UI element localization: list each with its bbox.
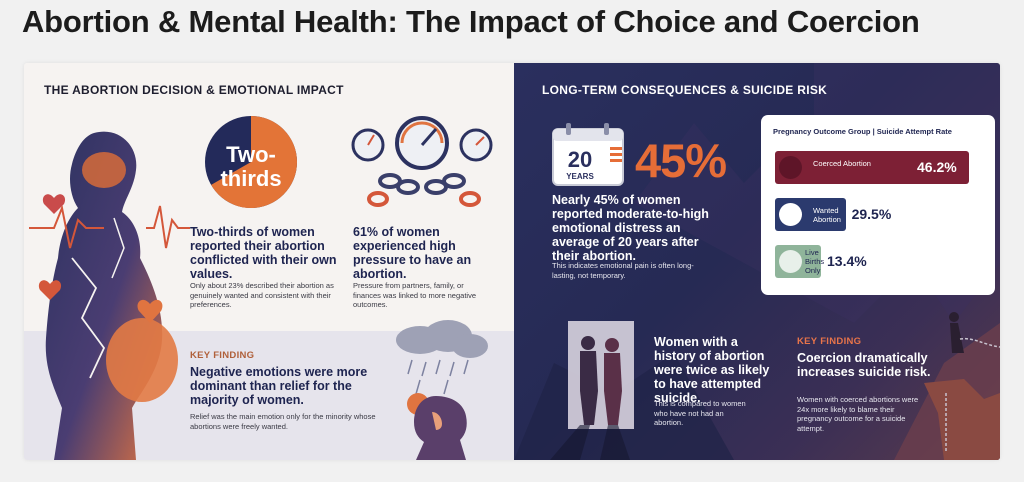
calendar-years-label: YEARS: [566, 172, 594, 181]
pressure-stat-text: 61% of women experienced high pressure t…: [353, 225, 472, 281]
right-section-title: LONG-TERM CONSEQUENCES & SUICIDE RISK: [542, 83, 828, 97]
chain-line-icon: [959, 337, 1000, 348]
row-wanted-abortion-bar: Wanted Abortion: [775, 198, 846, 231]
calendar-number: 20: [568, 147, 592, 172]
two-thirds-detail-text: Only about 23% described their abortion …: [190, 281, 334, 309]
two-thirds-chart: Two- thirds: [205, 116, 297, 208]
right-key-finding-label: KEY FINDING: [797, 336, 862, 347]
row-coerced-abortion-value: 46.2%: [917, 159, 957, 175]
suicide-rate-table: Pregnancy Outcome Group | Suicide Attemp…: [761, 115, 995, 295]
two-thirds-label-line2: thirds: [220, 166, 281, 191]
left-key-finding-text: Negative emotions were more dominant tha…: [190, 365, 368, 407]
row-live-births-value: 13.4%: [827, 253, 867, 269]
row-live-births-label: Live Births Only: [805, 248, 825, 275]
row-live-births-bar: Live Births Only: [775, 245, 824, 278]
chain-icon: [367, 173, 481, 207]
left-key-finding-label: KEY FINDING: [190, 350, 255, 361]
infographic-card: THE ABORTION DECISION & EMOTIONAL IMPACT: [24, 63, 1000, 460]
distress-stat-text: Nearly 45% of women reported moderate-to…: [552, 193, 709, 263]
left-panel: THE ABORTION DECISION & EMOTIONAL IMPACT: [24, 63, 514, 460]
left-key-finding-detail: Relief was the main emotion only for the…: [190, 412, 376, 431]
big-stat-45: 45%: [635, 134, 727, 187]
distress-detail-text: This indicates emotional pain is often l…: [552, 261, 694, 280]
heartbeat-heart-icon: [38, 280, 62, 300]
right-panel: LONG-TERM CONSEQUENCES & SUICIDE RISK 20…: [514, 63, 1000, 460]
left-section-title: THE ABORTION DECISION & EMOTIONAL IMPACT: [44, 83, 344, 97]
row-wanted-abortion-value: 29.5%: [851, 206, 892, 222]
pressure-gauges-icon: [351, 116, 493, 207]
rain-cloud-icon: [396, 320, 488, 395]
two-thirds-label-line1: Two-: [226, 142, 276, 167]
pregnant-woman-illustration: [29, 131, 190, 460]
history-stat-text: Women with a history of abortion were tw…: [654, 335, 770, 405]
right-key-finding-text: Coercion dramatically increases suicide …: [797, 351, 931, 379]
history-detail-text: This is compared to women who have not h…: [654, 399, 746, 427]
row-wanted-abortion-label: Wanted Abortion: [813, 206, 841, 224]
brain-icon: [82, 152, 126, 188]
row-coerced-abortion-label: Coerced Abortion: [813, 159, 871, 168]
page-title: Abortion & Mental Health: The Impact of …: [22, 4, 920, 39]
broken-heart-small-icon: [779, 203, 802, 226]
two-women-silhouette-illustration: [550, 321, 634, 460]
right-key-finding-detail: Women with coerced abortions were 24x mo…: [797, 395, 919, 433]
table-header: Pregnancy Outcome Group | Suicide Attemp…: [773, 127, 952, 136]
baby-icon: [779, 250, 802, 273]
heartbeat-line-icon: [29, 204, 104, 249]
row-coerced-abortion-bar: Coerced Abortion: [775, 151, 969, 184]
calendar-icon: 20 YEARS: [552, 123, 624, 186]
woman-chained-cliff-illustration: [924, 312, 1000, 460]
sad-woman-rain-illustration: [396, 320, 488, 460]
pressure-detail-text: Pressure from partners, family, or finan…: [353, 281, 476, 309]
broken-heart-icon: [42, 194, 66, 214]
broken-heart-icon-2: [137, 299, 163, 323]
chain-link-icon: [779, 156, 802, 179]
two-thirds-stat-text: Two-thirds of women reported their abort…: [190, 225, 337, 281]
